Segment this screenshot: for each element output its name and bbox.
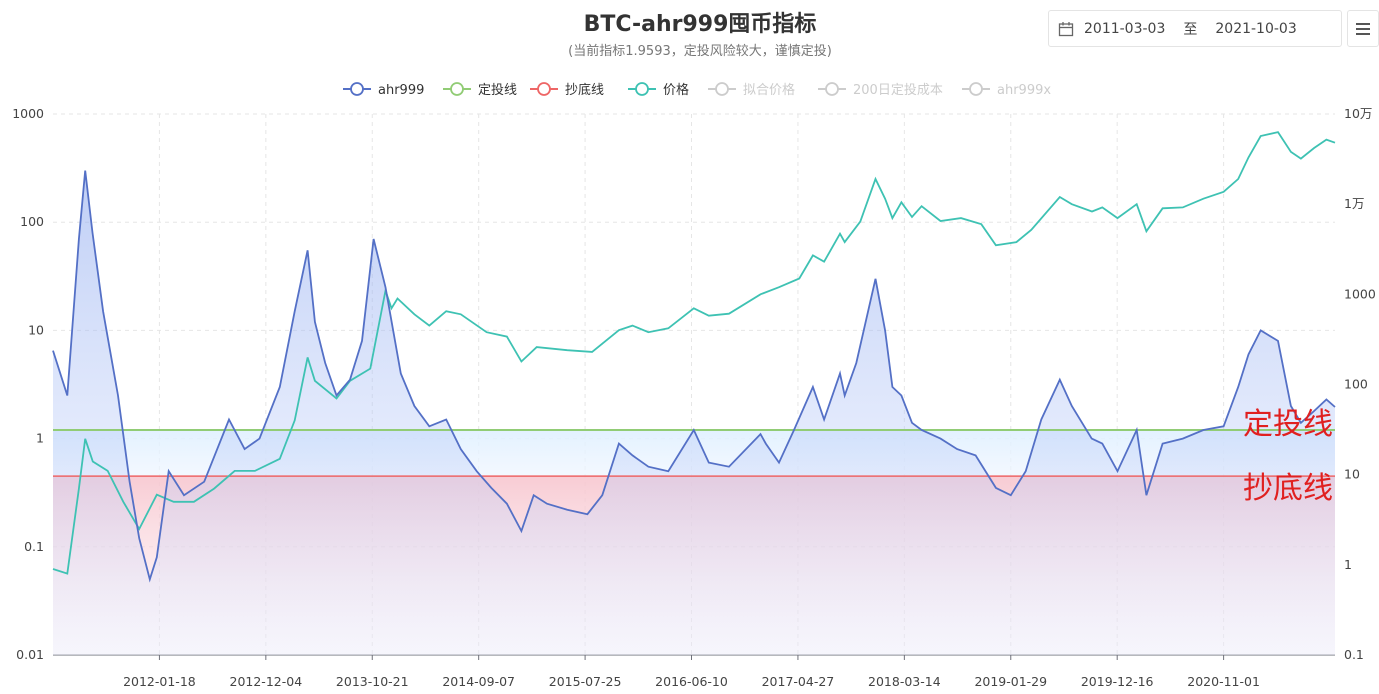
y-left-tick-label: 0.01 — [16, 647, 44, 662]
calendar-icon — [1058, 21, 1074, 36]
y-right-tick-label: 1万 — [1344, 196, 1364, 211]
legend-item[interactable]: 价格 — [628, 82, 689, 98]
x-tick-label: 2020-11-01 — [1187, 674, 1260, 689]
y-left-tick-label: 0.1 — [24, 539, 44, 554]
y-right-tick-label: 1000 — [1344, 286, 1376, 301]
y-right-tick-label: 1 — [1344, 557, 1352, 572]
bottom-line-label: 抄底线 — [1243, 471, 1333, 506]
legend-item[interactable]: 200日定投成本 — [818, 82, 943, 98]
legend-label: 定投线 — [478, 82, 517, 98]
chart-subtitle: (当前指标1.9593，定投风险较大，谨慎定投) — [568, 44, 832, 59]
lines — [52, 131, 1336, 583]
legend-label: 200日定投成本 — [853, 82, 943, 98]
x-tick-label: 2014-09-07 — [442, 674, 515, 689]
legend-label: ahr999 — [378, 83, 424, 98]
x-tick-label: 2019-01-29 — [974, 674, 1047, 689]
y-left-tick-label: 1 — [36, 431, 44, 446]
x-tick-label: 2012-01-18 — [123, 674, 196, 689]
x-tick-label: 2016-06-10 — [655, 674, 728, 689]
legend-label: ahr999x — [997, 83, 1051, 98]
x-tick-label: 2017-04-27 — [762, 674, 835, 689]
legend-label: 价格 — [663, 82, 689, 98]
x-tick-label: 2018-03-14 — [868, 674, 941, 689]
y-left-tick-label: 1000 — [12, 106, 44, 121]
legend-label: 拟合价格 — [743, 82, 795, 98]
x-tick-label: 2019-12-16 — [1081, 674, 1154, 689]
y-right-tick-label: 10 — [1344, 467, 1360, 482]
legend-item[interactable]: ahr999 — [343, 82, 424, 98]
legend-item[interactable]: 抄底线 — [530, 82, 604, 98]
x-tick-label: 2015-07-25 — [549, 674, 622, 689]
legend-item[interactable]: 定投线 — [443, 82, 517, 98]
legend: ahr999 定投线 抄底线 价格 拟合价格 200日定投成本 ahr999x — [343, 82, 1051, 98]
areas — [53, 170, 1335, 655]
y-right-tick-label: 10万 — [1344, 106, 1372, 121]
ahr999-area — [53, 170, 1335, 655]
y-left-tick-label: 10 — [28, 322, 44, 337]
ahr999-series-line — [52, 170, 1336, 583]
dca-line-label: 定投线 — [1243, 407, 1333, 442]
y-right-tick-label: 0.1 — [1344, 647, 1364, 662]
axes: 0.01 0.1 1 10 100 1000 0.1 1 10 100 1000 1万 10万 2012-… — [12, 106, 1376, 689]
date-start[interactable]: 2011-03-03 — [1084, 20, 1166, 37]
legend-item[interactable]: ahr999x — [962, 82, 1051, 98]
legend-label: 抄底线 — [565, 82, 604, 98]
price-series-line — [52, 131, 1336, 575]
date-separator: 至 — [1183, 21, 1198, 38]
legend-item[interactable]: 拟合价格 — [708, 82, 795, 98]
date-range-picker[interactable]: 2011-03-03 至 2021-10-03 — [1048, 10, 1342, 47]
y-left-tick-label: 100 — [20, 214, 44, 229]
x-tick-label: 2012-12-04 — [230, 674, 303, 689]
x-tick-label: 2013-10-21 — [336, 674, 409, 689]
date-end[interactable]: 2021-10-03 — [1215, 20, 1297, 37]
y-right-tick-label: 100 — [1344, 377, 1368, 392]
chart-title: BTC-ahr999囤币指标 — [583, 12, 817, 37]
menu-icon — [1356, 22, 1370, 35]
